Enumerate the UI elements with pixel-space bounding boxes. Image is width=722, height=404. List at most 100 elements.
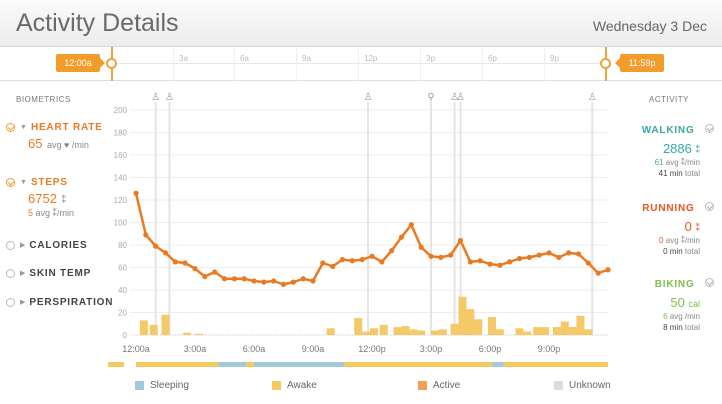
heart-rate-point bbox=[448, 252, 454, 258]
running-minutes-unit: total bbox=[684, 247, 700, 256]
time-scrubber[interactable]: 3a 6a 9a 12p 3p 6p 9p 12:00a 11:59p bbox=[0, 47, 722, 81]
caret-right-icon[interactable]: ▶ bbox=[20, 270, 26, 277]
x-tick-label: 9:00a bbox=[302, 344, 325, 354]
state-bar-segment bbox=[491, 362, 504, 367]
heart-rate-unit: avg ♥ /min bbox=[46, 140, 89, 150]
walking-minutes-unit: total bbox=[684, 169, 700, 178]
running-check-icon[interactable] bbox=[705, 202, 714, 212]
end-time-tag[interactable]: 11:59p bbox=[615, 54, 664, 72]
legend-label: Unknown bbox=[569, 379, 611, 391]
running-label: RUNNING bbox=[642, 203, 695, 214]
activity-marker-band bbox=[430, 102, 432, 335]
activity-biking[interactable]: BIKING 50 cal 6 avg /min 8 min total bbox=[614, 274, 714, 332]
heart-rate-point bbox=[241, 276, 247, 282]
heart-rate-point bbox=[221, 276, 228, 282]
scrubber-label-9a: 9a bbox=[302, 54, 311, 63]
scrubber-track[interactable] bbox=[112, 63, 606, 64]
heart-rate-point bbox=[290, 279, 296, 285]
scrubber-tick bbox=[358, 47, 359, 81]
skin-temp-check-icon[interactable] bbox=[6, 268, 15, 278]
caret-right-icon[interactable]: ▶ bbox=[20, 242, 26, 249]
y-tick-label: 160 bbox=[114, 151, 128, 160]
heart-rate-point bbox=[536, 252, 542, 258]
heart-rate-point bbox=[172, 259, 178, 265]
metric-perspiration[interactable]: ▶ PERSPIRATION bbox=[6, 295, 120, 309]
steps-bar bbox=[568, 327, 577, 335]
calories-label: CALORIES bbox=[29, 239, 88, 251]
heart-rate-point bbox=[507, 259, 513, 265]
state-bar-segment bbox=[254, 362, 345, 367]
steps-bar bbox=[194, 333, 203, 335]
state-bar-segment bbox=[136, 362, 219, 367]
date-label[interactable]: Wednesday 3 Dec bbox=[592, 18, 707, 34]
heart-rate-point bbox=[369, 253, 375, 259]
end-handle[interactable] bbox=[600, 58, 611, 69]
steps-value: 6752 bbox=[28, 191, 57, 206]
y-tick-label: 40 bbox=[118, 286, 127, 295]
legend-swatch bbox=[135, 380, 144, 390]
steps-bar bbox=[139, 320, 148, 335]
legend-item-sleeping: Sleeping bbox=[135, 378, 189, 392]
scrubber-tick bbox=[544, 47, 545, 81]
caret-down-icon[interactable]: ▼ bbox=[20, 178, 27, 186]
walking-check-icon[interactable] bbox=[705, 124, 714, 134]
start-time-tag[interactable]: 12:00a bbox=[56, 54, 105, 72]
steps-check-icon[interactable] bbox=[6, 177, 15, 187]
steps-bar bbox=[401, 326, 410, 335]
steps-bar bbox=[466, 309, 475, 335]
steps-bar bbox=[369, 328, 378, 335]
heart-rate-point bbox=[192, 266, 198, 272]
metric-heart-rate[interactable]: ▼ HEART RATE 65 avg ♥ /min bbox=[6, 120, 120, 151]
state-bar-segment bbox=[344, 362, 492, 367]
scrubber-tick bbox=[173, 47, 174, 81]
y-tick-label: 200 bbox=[114, 106, 128, 115]
metric-skin-temp[interactable]: ▶ SKIN TEMP bbox=[6, 266, 120, 280]
activity-walking[interactable]: WALKING 2886 ⁑ 61 avg ⁑/min 41 min total bbox=[614, 120, 714, 178]
metric-steps[interactable]: ▼ STEPS 6752 ⁑ 5 avg ⁑/min bbox=[6, 175, 120, 219]
activity-marker-band bbox=[459, 102, 462, 335]
legend-item-awake: Awake bbox=[272, 378, 317, 392]
activity-panel: ACTIVITY WALKING 2886 ⁑ 61 avg ⁑/min 41 … bbox=[612, 82, 722, 352]
y-tick-label: 180 bbox=[114, 129, 128, 138]
steps-bar bbox=[458, 296, 467, 335]
steps-bar bbox=[161, 314, 170, 335]
heart-rate-point bbox=[487, 261, 493, 267]
steps-bar bbox=[379, 324, 388, 335]
heart-rate-point bbox=[143, 232, 149, 238]
activity-marker-band bbox=[154, 102, 157, 335]
page-header: Activity Details Wednesday 3 Dec bbox=[0, 0, 722, 47]
heart-rate-point bbox=[330, 263, 336, 269]
steps-bar bbox=[183, 332, 192, 335]
steps-bar bbox=[523, 331, 532, 335]
scrubber-label-9p: 9p bbox=[550, 54, 559, 63]
heart-rate-point bbox=[280, 281, 287, 287]
walking-label: WALKING bbox=[641, 125, 695, 136]
steps-avg-unit: avg ⁑/min bbox=[35, 208, 75, 218]
calories-check-icon[interactable] bbox=[6, 240, 15, 250]
biometrics-panel: BIOMETRICS ▼ HEART RATE 65 avg ♥ /min ▼ … bbox=[0, 82, 120, 352]
legend-item-active: Active bbox=[418, 378, 460, 392]
y-tick-label: 120 bbox=[114, 196, 128, 205]
heart-rate-point bbox=[457, 237, 464, 244]
heart-rate-check-icon[interactable] bbox=[6, 122, 15, 132]
state-bar-lead bbox=[108, 362, 124, 367]
scrubber-label-12p: 12p bbox=[364, 54, 378, 63]
perspiration-check-icon[interactable] bbox=[6, 297, 15, 307]
scrubber-label-3a: 3a bbox=[179, 54, 188, 63]
heart-rate-point bbox=[251, 278, 257, 284]
start-handle[interactable] bbox=[106, 58, 117, 69]
metric-calories[interactable]: ▶ CALORIES bbox=[6, 238, 120, 252]
biking-calories-value: 50 bbox=[670, 295, 685, 310]
caret-down-icon[interactable]: ▼ bbox=[20, 123, 27, 131]
activity-running[interactable]: RUNNING 0 ⁑ 0 avg ⁑/min 0 min total bbox=[614, 198, 714, 256]
biking-check-icon[interactable] bbox=[705, 278, 714, 288]
state-bar-segment bbox=[246, 362, 254, 367]
heart-rate-point bbox=[212, 269, 218, 275]
legend-label: Sleeping bbox=[150, 379, 189, 391]
flame-icon: cal bbox=[688, 299, 700, 309]
footsteps-icon: ⁑ bbox=[695, 145, 701, 155]
caret-right-icon[interactable]: ▶ bbox=[20, 299, 26, 306]
heart-rate-value: 65 bbox=[28, 136, 43, 151]
activity-marker-band bbox=[367, 102, 370, 335]
